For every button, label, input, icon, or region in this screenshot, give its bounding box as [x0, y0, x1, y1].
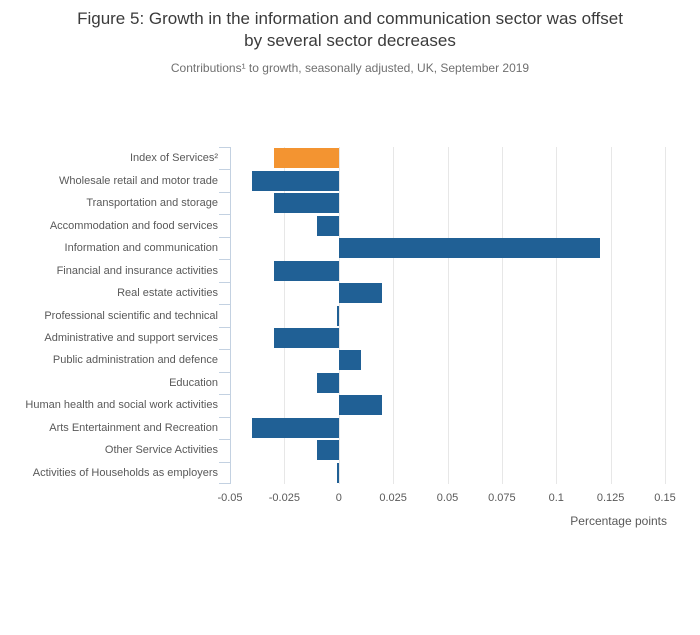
category-axis-tick: [219, 439, 230, 441]
bar: [336, 305, 339, 326]
category-axis-tick: [219, 416, 230, 418]
value-axis-title: Percentage points: [570, 514, 667, 528]
x-tick-label: -0.05: [217, 492, 243, 504]
bar: [336, 462, 339, 483]
bar: [273, 148, 339, 169]
category-axis-tick: [219, 169, 230, 171]
chart-subtitle: Contributions¹ to growth, seasonally adj…: [170, 61, 530, 75]
category-axis-tick: [219, 191, 230, 193]
category-label: Other Service Activities: [104, 444, 218, 457]
x-tick-label: 0.025: [379, 492, 407, 504]
bar: [338, 283, 383, 304]
category-axis-tick: [219, 349, 230, 351]
category-axis-tick: [219, 483, 230, 484]
bar: [338, 395, 383, 416]
category-axis-tick: [219, 214, 230, 216]
x-tick-label: 0: [335, 492, 342, 504]
chart-title: Figure 5: Growth in the information and …: [30, 8, 670, 52]
x-tick-label: 0.125: [596, 492, 625, 504]
category-axis-tick: [219, 236, 230, 238]
bar: [317, 440, 339, 461]
gridline: [665, 147, 666, 484]
category-label: Professional scientific and technical: [44, 309, 218, 322]
category-axis-tick: [219, 461, 230, 463]
bar: [273, 260, 339, 281]
x-tick-label: -0.025: [268, 492, 300, 504]
bar: [251, 417, 339, 438]
category-axis-tick: [219, 304, 230, 306]
gridline: [338, 147, 340, 484]
category-axis-tick: [219, 371, 230, 373]
category-axis-tick: [219, 281, 230, 283]
plot-area: [219, 147, 666, 484]
category-label: Human health and social work activities: [25, 399, 218, 412]
gridline: [393, 147, 395, 484]
bar: [338, 238, 600, 259]
category-label: Transportation and storage: [86, 197, 218, 210]
bar: [317, 215, 339, 236]
category-label: Wholesale retail and motor trade: [59, 174, 218, 187]
chart-title-line-1: Figure 5: Growth in the information and …: [77, 9, 623, 28]
category-label: Real estate activities: [117, 287, 218, 300]
bar: [273, 193, 339, 214]
category-axis-labels: Index of Services² Wholesale retail and m…: [0, 147, 218, 484]
category-label: Information and communication: [64, 242, 218, 255]
category-label: Arts Entertainment and Recreation: [49, 421, 218, 434]
category-axis-tick: [219, 147, 230, 148]
chart-title-line-2: by several sector decreases: [244, 31, 456, 50]
gridline: [610, 147, 612, 484]
bar: [338, 350, 361, 371]
x-tick-label: 0.1: [548, 492, 564, 504]
category-label: Index of Services²: [129, 152, 218, 165]
category-axis-line: [230, 147, 231, 484]
bar: [251, 170, 339, 191]
gridline: [447, 147, 449, 484]
category-label: Public administration and defence: [52, 354, 218, 367]
bar: [317, 372, 339, 393]
category-axis-tick: [219, 326, 230, 328]
category-axis-tick: [219, 259, 230, 261]
x-tick-label: 0.15: [654, 492, 676, 504]
x-tick-label: 0.05: [436, 492, 459, 504]
gridline: [501, 147, 503, 484]
x-tick-label: 0.075: [488, 492, 516, 504]
gridline: [556, 147, 558, 484]
category-axis-tick: [219, 394, 230, 396]
category-label: Education: [169, 376, 218, 389]
category-label: Financial and insurance activities: [56, 264, 218, 277]
category-label: Accommodation and food services: [49, 219, 218, 232]
bar: [273, 327, 339, 348]
value-axis-labels: -0.05 -0.025 0 0.025 0.05 0.075 0.1 0.125 0.15: [217, 492, 675, 506]
gridline: [284, 147, 286, 484]
category-label: Administrative and support services: [44, 331, 218, 344]
category-label: Activities of Households as employers: [32, 466, 218, 479]
